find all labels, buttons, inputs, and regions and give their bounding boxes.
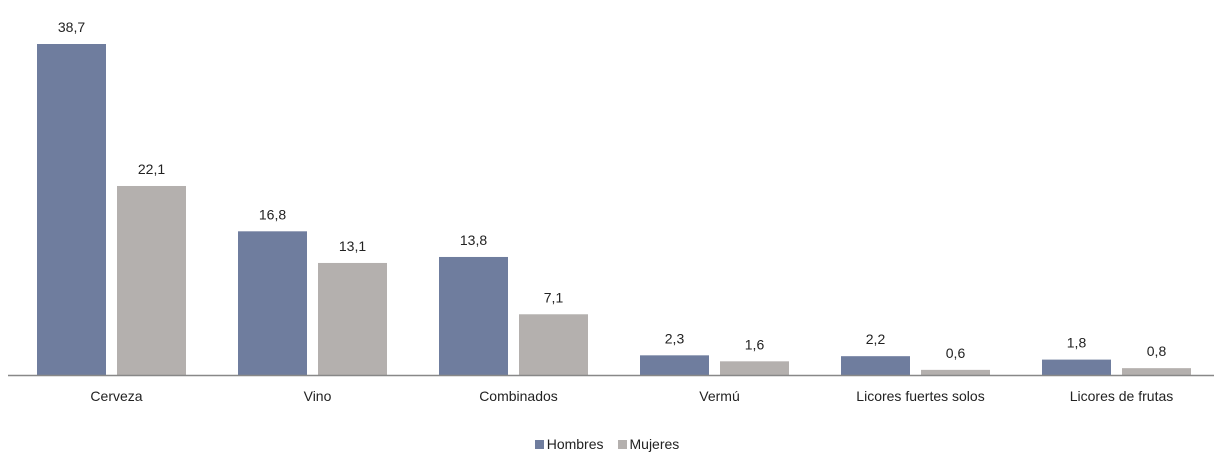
data-label-hombres-vino: 16,8 bbox=[259, 206, 286, 222]
data-label-hombres-cerveza: 38,7 bbox=[58, 19, 85, 35]
category-label-cerveza: Cerveza bbox=[90, 388, 142, 404]
data-label-hombres-licores-fuertes-solos: 2,2 bbox=[866, 331, 886, 347]
bar-mujeres-cerveza bbox=[117, 185, 186, 375]
legend-item-hombres: Hombres bbox=[534, 436, 604, 452]
data-label-hombres-licores-de-frutas: 1,8 bbox=[1067, 335, 1087, 351]
data-label-hombres-combinados: 13,8 bbox=[460, 232, 487, 248]
data-label-hombres-vermu: 2,3 bbox=[665, 330, 685, 346]
data-label-mujeres-licores-de-frutas: 0,8 bbox=[1147, 343, 1167, 359]
bar-mujeres-vino bbox=[318, 262, 387, 375]
bar-mujeres-licores-de-frutas bbox=[1122, 368, 1191, 375]
data-label-mujeres-vino: 13,1 bbox=[339, 238, 366, 254]
category-label-vermu: Vermú bbox=[699, 388, 739, 404]
bar-hombres-licores-fuertes-solos bbox=[841, 356, 910, 375]
bar-hombres-vermu bbox=[640, 355, 709, 375]
bar-hombres-licores-de-frutas bbox=[1042, 359, 1111, 375]
data-label-mujeres-vermu: 1,6 bbox=[745, 336, 765, 352]
data-label-mujeres-licores-fuertes-solos: 0,6 bbox=[946, 345, 966, 361]
category-label-vino: Vino bbox=[304, 388, 332, 404]
legend-label-hombres: Hombres bbox=[546, 436, 604, 452]
bar-mujeres-combinados bbox=[519, 314, 588, 375]
category-label-licores-fuertes-solos: Licores fuertes solos bbox=[856, 388, 984, 404]
category-label-licores-de-frutas: Licores de frutas bbox=[1070, 388, 1174, 404]
legend-swatch-mujeres bbox=[617, 439, 627, 449]
bar-hombres-cerveza bbox=[37, 44, 106, 375]
legend-swatch-hombres bbox=[534, 439, 544, 449]
legend: Hombres Mujeres bbox=[0, 436, 1214, 452]
bar-hombres-combinados bbox=[439, 256, 508, 375]
data-label-mujeres-cerveza: 22,1 bbox=[138, 161, 165, 177]
legend-label-mujeres: Mujeres bbox=[629, 436, 680, 452]
data-label-mujeres-combinados: 7,1 bbox=[544, 289, 564, 305]
bar-hombres-vino bbox=[238, 231, 307, 375]
category-label-combinados: Combinados bbox=[479, 388, 558, 404]
legend-item-mujeres: Mujeres bbox=[617, 436, 680, 452]
bar-mujeres-vermu bbox=[720, 361, 789, 375]
bar-mujeres-licores-fuertes-solos bbox=[921, 369, 990, 375]
